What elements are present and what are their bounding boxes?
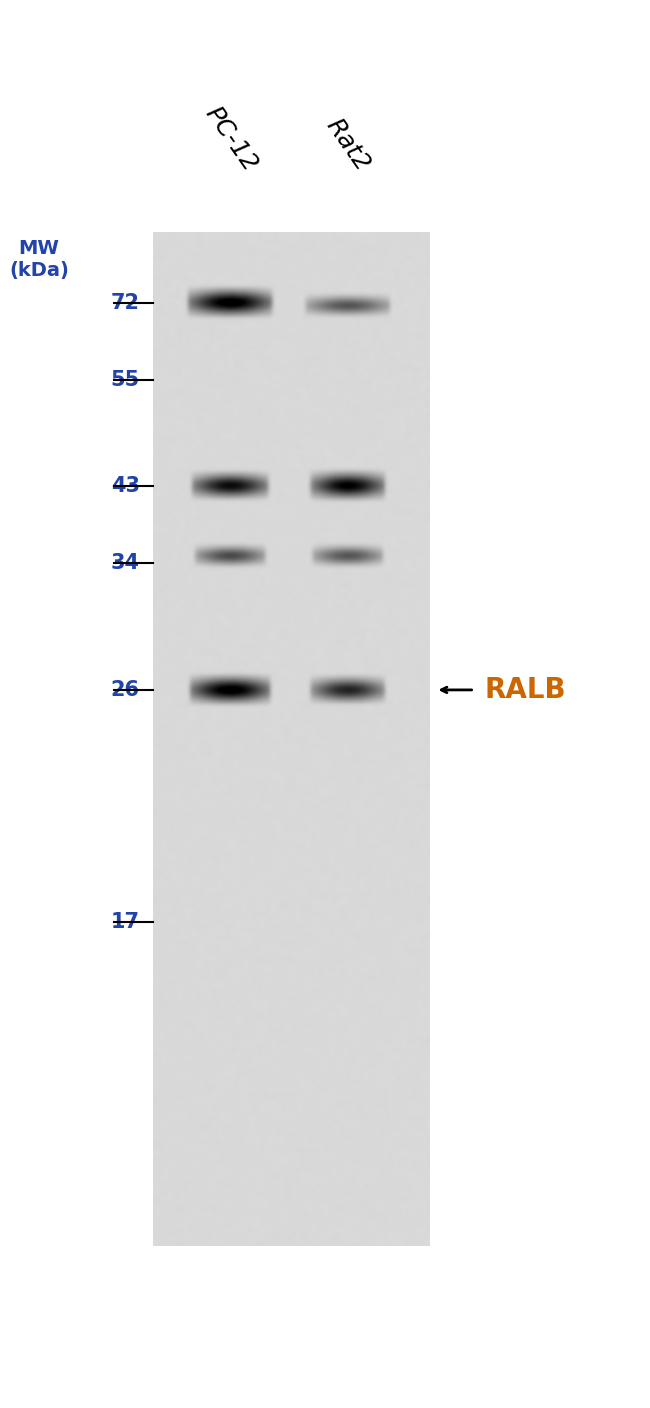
Text: 34: 34 — [111, 553, 140, 573]
Text: Rat2: Rat2 — [321, 114, 374, 176]
Text: RALB: RALB — [484, 676, 566, 704]
Text: 17: 17 — [111, 912, 140, 932]
FancyBboxPatch shape — [153, 232, 429, 1246]
Text: 26: 26 — [111, 680, 140, 700]
Text: PC-12: PC-12 — [200, 103, 261, 176]
Text: 43: 43 — [111, 476, 140, 496]
Text: MW
(kDa): MW (kDa) — [9, 239, 69, 280]
Text: 72: 72 — [111, 293, 140, 313]
Text: 55: 55 — [111, 370, 140, 390]
